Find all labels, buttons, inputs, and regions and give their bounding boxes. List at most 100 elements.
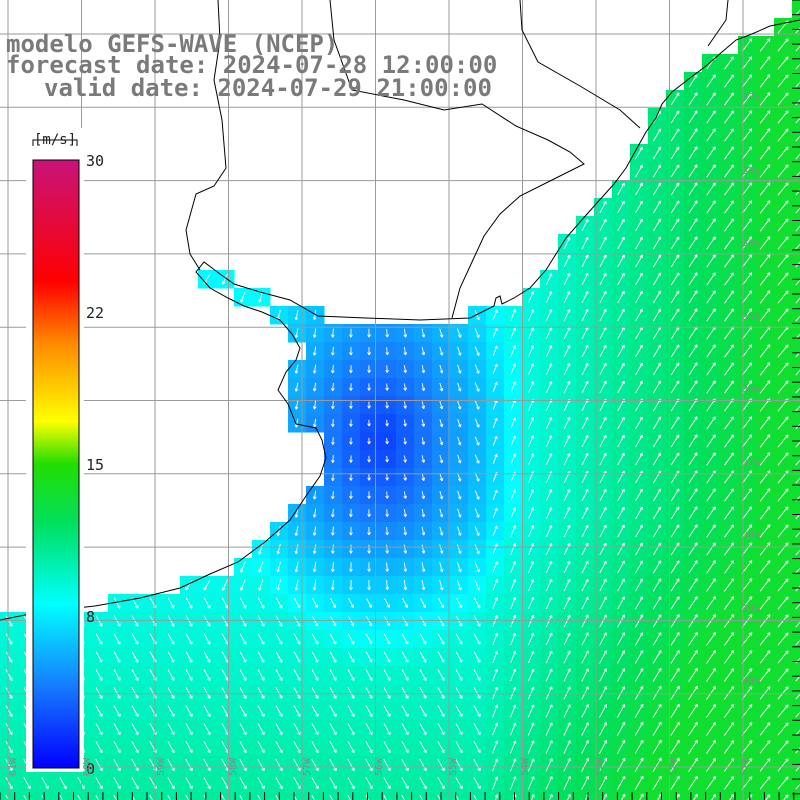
- wind-arrow: [581, 416, 589, 430]
- wind-arrow: [239, 651, 247, 663]
- wind-arrow: [276, 543, 281, 555]
- wind-arrow: [474, 400, 480, 410]
- wind-arrow: [311, 741, 319, 754]
- wind-arrow: [383, 723, 391, 736]
- wind-arrow: [167, 669, 175, 681]
- wind-arrow: [457, 436, 462, 446]
- wind-arrow: [635, 416, 643, 430]
- wind-arrow: [131, 633, 139, 645]
- wind-arrow: [795, 387, 800, 394]
- wind-arrow: [439, 328, 444, 338]
- wind-arrow: [688, 614, 698, 628]
- wind-arrow: [777, 776, 789, 790]
- wind-arrow: [777, 506, 789, 520]
- wind-arrow: [724, 488, 734, 502]
- wind-arrow: [634, 739, 644, 755]
- wind-arrow: [312, 400, 317, 410]
- wind-arrow: [545, 273, 553, 285]
- lon-label: 57W: [302, 757, 313, 776]
- wind-arrow: [634, 721, 644, 736]
- wind-arrow: [349, 328, 353, 338]
- wind-arrow: [401, 669, 409, 681]
- wind-cell: [792, 252, 800, 271]
- wind-arrow: [421, 526, 426, 536]
- wind-arrow: [563, 686, 571, 700]
- wind-arrow: [621, 793, 626, 800]
- wind-arrow: [347, 651, 355, 663]
- wind-arrow: [634, 703, 644, 718]
- wind-arrow: [203, 723, 211, 736]
- wind-arrow: [741, 758, 753, 772]
- wind-arrow: [670, 596, 680, 610]
- wind-arrow: [419, 794, 423, 800]
- wind-arrow: [437, 794, 441, 800]
- wind-arrow: [95, 687, 103, 699]
- wind-arrow: [456, 328, 462, 338]
- wind-cell: [54, 792, 73, 800]
- wind-arrow: [275, 687, 283, 699]
- wind-arrow: [795, 315, 800, 322]
- wind-arrow: [670, 290, 680, 304]
- wind-arrow: [652, 685, 662, 700]
- wind-arrow: [599, 614, 607, 628]
- wind-arrow: [777, 434, 789, 448]
- wind-arrow: [581, 668, 589, 682]
- wind-arrow: [329, 615, 337, 627]
- wind-arrow: [403, 365, 408, 374]
- wind-arrow: [723, 614, 735, 628]
- wind-arrow: [474, 364, 480, 374]
- wind-arrow: [741, 686, 753, 700]
- wind-arrow: [795, 243, 800, 250]
- wind-arrow: [670, 721, 680, 737]
- wind-arrow: [311, 615, 319, 627]
- wind-arrow: [457, 454, 462, 464]
- wind-arrow: [688, 362, 698, 376]
- wind-arrow: [258, 579, 264, 591]
- wind-arrow: [599, 362, 607, 376]
- wind-arrow: [777, 758, 789, 772]
- wind-arrow: [421, 491, 426, 500]
- wind-arrow: [777, 308, 789, 322]
- wind-arrow: [599, 704, 607, 718]
- wind-arrow: [294, 328, 299, 338]
- wind-arrow: [239, 758, 247, 772]
- wind-arrow: [759, 56, 771, 70]
- wind-arrow: [635, 506, 643, 520]
- wind-arrow: [312, 579, 317, 591]
- wind-arrow: [724, 416, 734, 430]
- wind-arrow: [795, 135, 800, 142]
- wind-arrow: [759, 308, 771, 322]
- wind-arrow: [349, 526, 353, 536]
- wind-arrow: [113, 705, 121, 717]
- wind-cell: [792, 648, 800, 667]
- wind-arrow: [473, 633, 481, 645]
- wind-arrow: [185, 597, 193, 609]
- wind-arrow: [349, 544, 353, 554]
- wind-arrow: [777, 452, 789, 466]
- wind-cell: [792, 450, 800, 469]
- wind-arrow: [492, 543, 498, 555]
- wind-arrow: [741, 542, 753, 556]
- wind-arrow: [777, 164, 789, 178]
- wind-arrow: [545, 417, 553, 429]
- wind-arrow: [403, 346, 408, 356]
- wind-arrow: [706, 542, 716, 556]
- wind-arrow: [759, 434, 771, 448]
- wind-arrow: [510, 704, 517, 718]
- wind-arrow: [492, 489, 498, 500]
- wind-arrow: [419, 669, 427, 681]
- wind-arrow: [510, 578, 517, 591]
- wind-arrow: [635, 272, 643, 286]
- lat-label: 36S: [742, 384, 761, 395]
- wind-arrow: [439, 579, 444, 591]
- wind-arrow: [581, 434, 589, 448]
- wind-arrow: [492, 758, 499, 772]
- wind-arrow: [635, 542, 643, 556]
- wind-arrow: [706, 649, 717, 664]
- wind-arrow: [510, 525, 516, 537]
- wind-arrow: [617, 542, 625, 556]
- wind-cell: [90, 792, 109, 800]
- wind-arrow: [741, 740, 753, 754]
- wind-arrow: [795, 621, 800, 628]
- wind-arrow: [294, 364, 299, 374]
